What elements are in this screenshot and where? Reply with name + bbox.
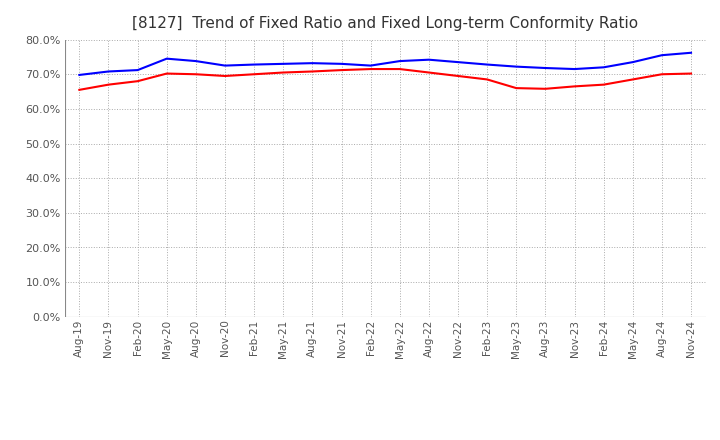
- Fixed Long-term Conformity Ratio: [75, 87, 84, 92]
- Fixed Long-term Conformity Ratio: [220, 73, 229, 79]
- Fixed Ratio: [483, 62, 492, 67]
- Fixed Ratio: [657, 52, 666, 58]
- Line: Fixed Long-term Conformity Ratio: Fixed Long-term Conformity Ratio: [79, 69, 691, 90]
- Fixed Long-term Conformity Ratio: [250, 72, 258, 77]
- Fixed Ratio: [250, 62, 258, 67]
- Fixed Ratio: [133, 67, 142, 73]
- Fixed Long-term Conformity Ratio: [454, 73, 462, 79]
- Fixed Long-term Conformity Ratio: [425, 70, 433, 75]
- Fixed Long-term Conformity Ratio: [337, 67, 346, 73]
- Fixed Ratio: [104, 69, 113, 74]
- Fixed Long-term Conformity Ratio: [687, 71, 696, 76]
- Fixed Ratio: [570, 66, 579, 72]
- Line: Fixed Ratio: Fixed Ratio: [79, 53, 691, 75]
- Fixed Ratio: [425, 57, 433, 62]
- Fixed Long-term Conformity Ratio: [599, 82, 608, 87]
- Fixed Ratio: [512, 64, 521, 69]
- Fixed Long-term Conformity Ratio: [366, 66, 375, 72]
- Fixed Ratio: [220, 63, 229, 68]
- Fixed Long-term Conformity Ratio: [570, 84, 579, 89]
- Fixed Ratio: [308, 61, 317, 66]
- Fixed Ratio: [599, 65, 608, 70]
- Fixed Ratio: [541, 66, 550, 71]
- Fixed Long-term Conformity Ratio: [395, 66, 404, 72]
- Fixed Ratio: [687, 50, 696, 55]
- Fixed Ratio: [366, 63, 375, 68]
- Fixed Ratio: [75, 72, 84, 77]
- Fixed Ratio: [629, 59, 637, 65]
- Fixed Long-term Conformity Ratio: [279, 70, 287, 75]
- Fixed Long-term Conformity Ratio: [657, 72, 666, 77]
- Fixed Ratio: [337, 61, 346, 66]
- Fixed Long-term Conformity Ratio: [512, 85, 521, 91]
- Fixed Long-term Conformity Ratio: [192, 72, 200, 77]
- Fixed Long-term Conformity Ratio: [483, 77, 492, 82]
- Fixed Ratio: [279, 61, 287, 66]
- Fixed Long-term Conformity Ratio: [629, 77, 637, 82]
- Fixed Ratio: [163, 56, 171, 61]
- Fixed Long-term Conformity Ratio: [541, 86, 550, 92]
- Fixed Ratio: [192, 59, 200, 64]
- Fixed Long-term Conformity Ratio: [308, 69, 317, 74]
- Fixed Long-term Conformity Ratio: [104, 82, 113, 87]
- Fixed Long-term Conformity Ratio: [163, 71, 171, 76]
- Fixed Ratio: [395, 59, 404, 64]
- Fixed Ratio: [454, 59, 462, 65]
- Title: [8127]  Trend of Fixed Ratio and Fixed Long-term Conformity Ratio: [8127] Trend of Fixed Ratio and Fixed Lo…: [132, 16, 638, 32]
- Fixed Long-term Conformity Ratio: [133, 78, 142, 84]
